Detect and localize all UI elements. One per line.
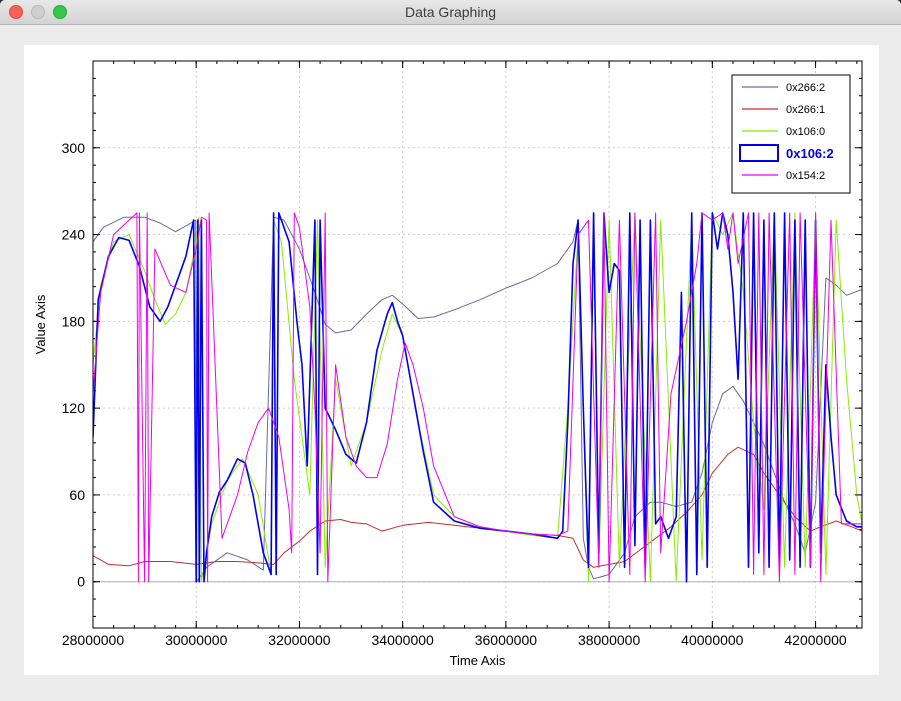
- x-tick-label: 32000000: [268, 632, 331, 648]
- x-tick-label: 30000000: [165, 632, 228, 648]
- window-title: Data Graphing: [404, 4, 497, 20]
- plot-canvas: 28000000 30000000 32000000 34000000 36000000…: [24, 45, 879, 675]
- y-axis-title: Value Axis: [33, 294, 48, 354]
- series-line-0x154-2: [93, 212, 862, 583]
- line-chart[interactable]: 28000000 30000000 32000000 34000000 36000000…: [24, 45, 879, 675]
- legend-label: 0x266:2: [786, 82, 825, 94]
- legend-label: 0x106:0: [786, 126, 825, 138]
- y-tick-label: 300: [62, 140, 86, 156]
- y-tick-label: 120: [62, 400, 86, 416]
- x-tick-label: 40000000: [681, 632, 744, 648]
- title-bar: Data Graphing: [0, 0, 901, 25]
- zoom-window-button[interactable]: [53, 5, 67, 19]
- x-tick-label: 36000000: [475, 632, 538, 648]
- series-line-0x106-2: [93, 212, 862, 583]
- legend-label: 0x106:2: [786, 146, 834, 161]
- x-axis-title: Time Axis: [450, 653, 506, 668]
- y-tick-label: 240: [62, 227, 86, 243]
- x-tick-label: 38000000: [578, 632, 641, 648]
- x-tick-label: 42000000: [784, 632, 847, 648]
- close-window-button[interactable]: [9, 5, 23, 19]
- x-tick-label: 28000000: [62, 632, 125, 648]
- y-tick-label: 180: [62, 313, 86, 329]
- legend-label: 0x266:1: [786, 104, 825, 116]
- y-tick-label: 60: [69, 487, 85, 503]
- y-tick-label: 0: [77, 574, 85, 590]
- legend-swatch[interactable]: [739, 144, 779, 162]
- legend-box: [731, 74, 851, 194]
- plot-frame: [92, 60, 863, 629]
- legend-label: 0x154:2: [786, 170, 825, 182]
- minimize-window-button[interactable]: [31, 5, 45, 19]
- x-tick-label: 34000000: [372, 632, 435, 648]
